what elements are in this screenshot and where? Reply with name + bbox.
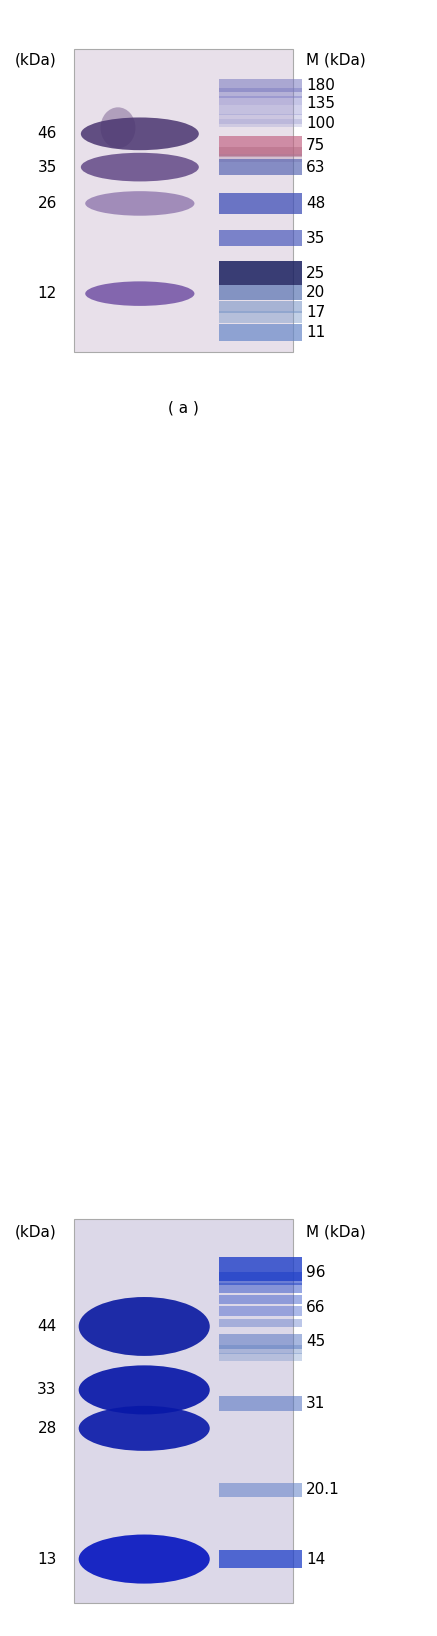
FancyBboxPatch shape [218, 79, 302, 92]
Text: ( a ): ( a ) [168, 401, 199, 416]
Text: 17: 17 [306, 304, 325, 321]
FancyBboxPatch shape [218, 301, 302, 312]
Text: M (kDa): M (kDa) [306, 52, 366, 67]
FancyBboxPatch shape [218, 115, 302, 124]
Text: 48: 48 [306, 196, 325, 211]
FancyBboxPatch shape [218, 1335, 302, 1350]
FancyBboxPatch shape [218, 147, 302, 157]
Text: 11: 11 [306, 326, 325, 340]
Text: 75: 75 [306, 139, 325, 154]
FancyBboxPatch shape [218, 285, 302, 299]
Text: 100: 100 [306, 116, 335, 131]
FancyBboxPatch shape [218, 136, 302, 155]
Text: 135: 135 [306, 97, 335, 111]
Text: 31: 31 [306, 1396, 325, 1410]
Text: 63: 63 [306, 160, 326, 175]
Text: 180: 180 [306, 79, 335, 93]
Text: 45: 45 [306, 1335, 325, 1350]
Ellipse shape [79, 1535, 210, 1584]
Text: M (kDa): M (kDa) [306, 1225, 366, 1240]
Ellipse shape [81, 118, 199, 151]
FancyBboxPatch shape [218, 1283, 302, 1292]
FancyBboxPatch shape [218, 154, 302, 162]
FancyBboxPatch shape [218, 95, 302, 105]
Text: 96: 96 [306, 1265, 326, 1279]
FancyBboxPatch shape [218, 159, 302, 175]
FancyBboxPatch shape [218, 311, 302, 322]
Ellipse shape [85, 281, 194, 306]
Ellipse shape [79, 1366, 210, 1415]
FancyBboxPatch shape [218, 1319, 302, 1327]
FancyBboxPatch shape [74, 49, 293, 352]
FancyBboxPatch shape [218, 105, 302, 115]
Text: 12: 12 [38, 286, 57, 301]
Text: 13: 13 [38, 1551, 57, 1567]
FancyBboxPatch shape [218, 1345, 302, 1355]
FancyBboxPatch shape [218, 1294, 302, 1304]
FancyBboxPatch shape [218, 324, 302, 340]
FancyBboxPatch shape [218, 260, 302, 285]
FancyBboxPatch shape [218, 1273, 302, 1284]
FancyBboxPatch shape [218, 88, 302, 98]
Text: 26: 26 [38, 196, 57, 211]
FancyBboxPatch shape [218, 1482, 302, 1497]
FancyBboxPatch shape [74, 1219, 293, 1603]
Text: 20: 20 [306, 285, 325, 301]
FancyBboxPatch shape [218, 1256, 302, 1281]
FancyBboxPatch shape [218, 1353, 302, 1361]
Text: 25: 25 [306, 265, 325, 280]
Ellipse shape [81, 152, 199, 182]
FancyBboxPatch shape [218, 1396, 302, 1410]
Ellipse shape [85, 191, 194, 216]
Text: 33: 33 [37, 1382, 57, 1397]
Text: 20.1: 20.1 [306, 1482, 340, 1497]
Ellipse shape [79, 1405, 210, 1451]
FancyBboxPatch shape [218, 193, 302, 214]
FancyBboxPatch shape [218, 1549, 302, 1567]
Text: 66: 66 [306, 1299, 326, 1315]
Ellipse shape [79, 1297, 210, 1356]
FancyBboxPatch shape [218, 119, 302, 128]
Text: 44: 44 [38, 1319, 57, 1333]
Ellipse shape [101, 108, 135, 149]
FancyBboxPatch shape [218, 1306, 302, 1315]
Text: 35: 35 [38, 160, 57, 175]
Text: (kDa): (kDa) [15, 1225, 57, 1240]
Text: 46: 46 [38, 126, 57, 141]
FancyBboxPatch shape [218, 231, 302, 247]
Text: 14: 14 [306, 1551, 325, 1567]
Text: 28: 28 [38, 1420, 57, 1436]
Text: (kDa): (kDa) [15, 52, 57, 67]
Text: 35: 35 [306, 231, 325, 245]
